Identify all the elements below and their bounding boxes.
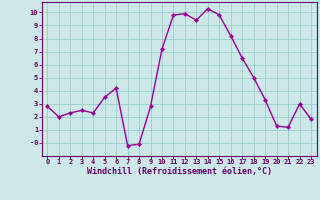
- X-axis label: Windchill (Refroidissement éolien,°C): Windchill (Refroidissement éolien,°C): [87, 167, 272, 176]
